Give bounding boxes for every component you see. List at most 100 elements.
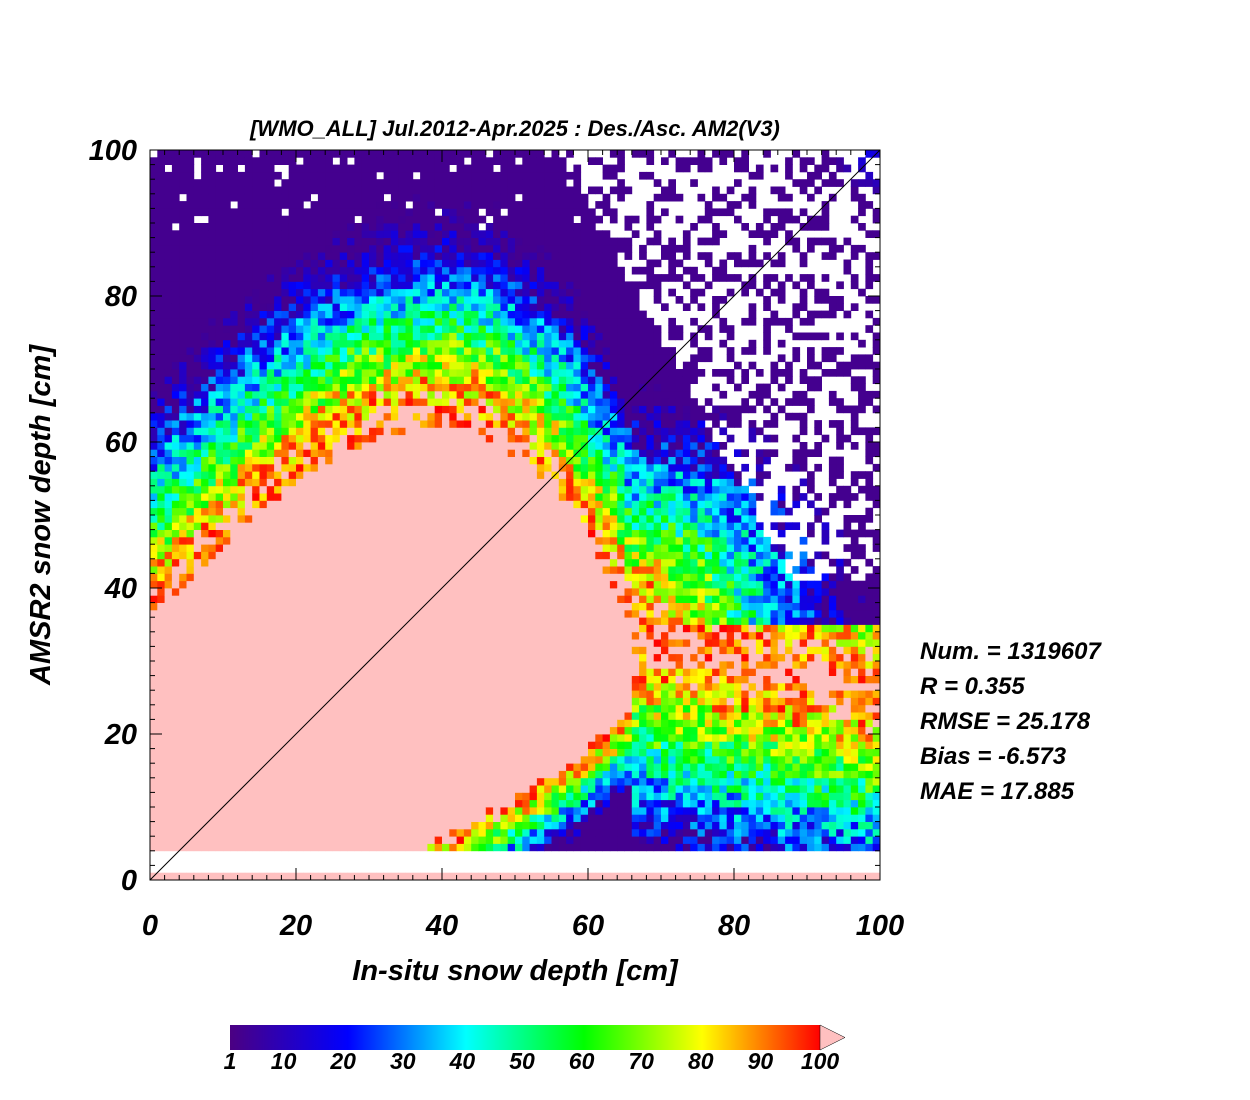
heatmap-cell bbox=[376, 770, 384, 779]
heatmap-cell bbox=[449, 281, 457, 290]
heatmap-cell bbox=[215, 639, 224, 647]
heatmap-cell bbox=[186, 799, 195, 808]
heatmap-cell bbox=[274, 325, 282, 333]
heatmap-cell bbox=[332, 704, 341, 713]
heatmap-cell bbox=[274, 755, 282, 764]
heatmap-cell bbox=[442, 317, 450, 326]
heatmap-cell bbox=[244, 755, 253, 764]
heatmap-cell bbox=[303, 558, 311, 567]
heatmap-cell bbox=[266, 573, 275, 582]
heatmap-cell bbox=[317, 515, 326, 523]
heatmap-cell bbox=[361, 814, 370, 822]
heatmap-cell bbox=[288, 281, 297, 290]
heatmap-cell bbox=[171, 748, 180, 757]
heatmap-cell bbox=[223, 529, 231, 538]
heatmap-cell bbox=[223, 412, 231, 421]
heatmap-cell bbox=[471, 544, 479, 552]
heatmap-cell bbox=[478, 201, 487, 209]
heatmap-cell bbox=[252, 792, 260, 801]
heatmap-cell bbox=[296, 741, 304, 749]
heatmap-cell bbox=[383, 376, 392, 384]
heatmap-cell bbox=[266, 682, 275, 691]
heatmap-cell bbox=[442, 164, 450, 173]
heatmap-cell bbox=[259, 296, 268, 304]
heatmap-cell bbox=[303, 566, 311, 574]
heatmap-cell bbox=[354, 281, 363, 290]
heatmap-cell bbox=[449, 792, 457, 801]
heatmap-cell bbox=[296, 150, 304, 158]
heatmap-cell bbox=[266, 661, 275, 669]
heatmap-cell bbox=[361, 296, 370, 304]
heatmap-cell bbox=[252, 442, 260, 450]
heatmap-cell bbox=[471, 252, 479, 260]
heatmap-cell bbox=[325, 186, 333, 195]
heatmap-cell bbox=[493, 361, 501, 370]
heatmap-cell bbox=[522, 777, 530, 786]
heatmap-cell bbox=[201, 792, 209, 801]
heatmap-cell bbox=[288, 544, 297, 552]
heatmap-cell bbox=[332, 179, 341, 187]
heatmap-cell bbox=[150, 558, 158, 567]
heatmap-cell bbox=[244, 208, 253, 217]
heatmap-cell bbox=[317, 558, 326, 567]
heatmap-cell bbox=[186, 734, 195, 742]
heatmap-cell bbox=[223, 588, 231, 596]
heatmap-cell bbox=[383, 726, 392, 735]
heatmap-cell bbox=[332, 456, 341, 465]
heatmap-cell bbox=[507, 420, 516, 428]
heatmap-cell bbox=[171, 317, 180, 326]
heatmap-cell bbox=[405, 390, 414, 399]
heatmap-cell bbox=[157, 697, 165, 706]
heatmap-cell bbox=[303, 398, 311, 406]
heatmap-cell bbox=[215, 339, 224, 348]
heatmap-cell bbox=[259, 150, 268, 158]
heatmap-cell bbox=[463, 150, 472, 158]
heatmap-cell bbox=[369, 317, 377, 326]
heatmap-cell bbox=[361, 427, 370, 436]
heatmap-cell bbox=[478, 259, 487, 268]
heatmap-cell bbox=[507, 310, 516, 319]
heatmap-cell bbox=[347, 726, 355, 735]
heatmap-cell bbox=[171, 653, 180, 662]
heatmap-cell bbox=[179, 807, 187, 815]
heatmap-cell bbox=[463, 412, 472, 421]
heatmap-cell bbox=[201, 617, 209, 625]
heatmap-cell bbox=[522, 332, 530, 341]
heatmap-cell bbox=[427, 376, 436, 384]
heatmap-cell bbox=[507, 201, 516, 209]
heatmap-cell bbox=[259, 354, 268, 363]
heatmap-cell bbox=[471, 427, 479, 436]
heatmap-cell bbox=[398, 164, 406, 173]
heatmap-cell bbox=[449, 690, 457, 698]
heatmap-cell bbox=[157, 485, 165, 494]
heatmap-cell bbox=[420, 259, 428, 268]
heatmap-cell bbox=[186, 478, 195, 487]
heatmap-cell bbox=[193, 500, 202, 509]
heatmap-cell bbox=[186, 412, 195, 421]
heatmap-cell bbox=[522, 741, 530, 749]
heatmap-cell bbox=[252, 347, 260, 355]
heatmap-cell bbox=[244, 157, 253, 165]
heatmap-cell bbox=[347, 412, 355, 421]
heatmap-cell bbox=[164, 354, 173, 363]
heatmap-cell bbox=[522, 303, 530, 311]
heatmap-cell bbox=[171, 354, 180, 363]
heatmap-cell bbox=[361, 821, 370, 830]
heatmap-cell bbox=[434, 828, 443, 837]
heatmap-cell bbox=[390, 792, 399, 801]
heatmap-cell bbox=[405, 792, 414, 801]
heatmap-cell bbox=[442, 463, 450, 472]
heatmap-cell bbox=[390, 376, 399, 384]
heatmap-cell bbox=[369, 412, 377, 421]
heatmap-cell bbox=[427, 485, 436, 494]
heatmap-cell bbox=[244, 602, 253, 611]
heatmap-cell bbox=[376, 566, 384, 574]
heatmap-cell bbox=[361, 544, 370, 552]
heatmap-cell bbox=[463, 588, 472, 596]
heatmap-cell bbox=[456, 588, 465, 596]
heatmap-cell bbox=[325, 463, 333, 472]
heatmap-cell bbox=[171, 719, 180, 728]
heatmap-cell bbox=[361, 347, 370, 355]
heatmap-cell bbox=[310, 164, 319, 173]
heatmap-cell bbox=[215, 544, 224, 552]
